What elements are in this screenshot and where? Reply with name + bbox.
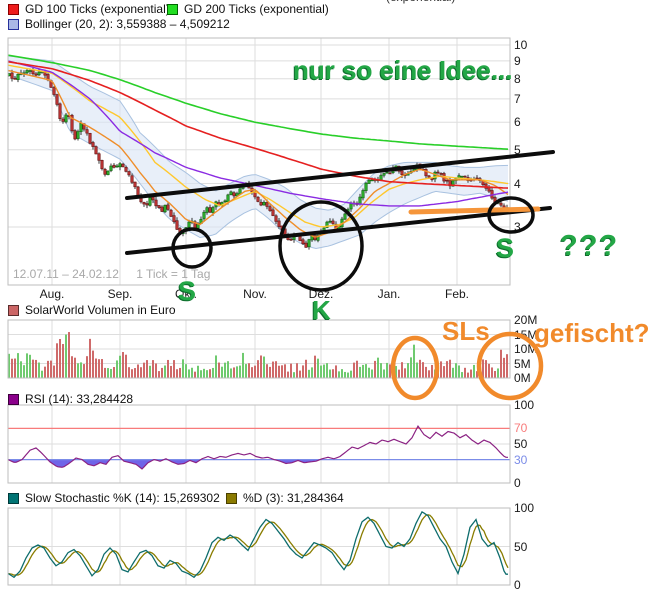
tick-note: 1 Tick = 1 Tag — [136, 267, 211, 281]
legend-gd200-label: GD 200 Ticks (exponential) — [184, 2, 329, 16]
stochastic-tick-label: 100 — [514, 501, 535, 515]
legend-volume-label: SolarWorld Volumen in Euro — [25, 303, 176, 317]
month-tick-label: Sep. — [107, 287, 133, 301]
stochastic-grid — [8, 508, 510, 585]
legend-stochastic-k: Slow Stochastic %K (14): 15,269302 — [8, 491, 220, 505]
stochastic-tick-label: 0 — [514, 578, 521, 590]
sls-note: SLs — [442, 316, 490, 346]
question-note: ??? — [560, 230, 620, 262]
rsi-border — [7, 404, 511, 484]
rsi-tick-label: 0 — [514, 476, 521, 490]
stochastic-border — [7, 507, 511, 586]
volume-swatch-icon — [8, 304, 19, 316]
volume-tick-label: 20M — [514, 313, 538, 327]
price-tick-label: 4 — [514, 176, 521, 191]
stochastic-tick-label: 50 — [514, 539, 528, 554]
clipped-legend-fragment: (exponential) — [386, 0, 455, 4]
month-tick-label: Jan. — [377, 287, 401, 301]
stochastic-k-line — [7, 510, 508, 579]
idea-note: nur so eine Idee... — [293, 55, 513, 85]
price-tick-label: 7 — [514, 91, 521, 106]
legend-bollinger-label: Bollinger (20, 2): 3,559388 – 4,509212 — [25, 17, 230, 31]
month-tick-label: Aug. — [39, 287, 65, 301]
price-tick-label: 8 — [514, 71, 521, 86]
volume-bars — [8, 332, 508, 378]
legend-rsi-label: RSI (14): 33,284428 — [25, 392, 134, 406]
gefischt-note: gefischt? — [534, 318, 650, 348]
legend-gd100: GD 100 Ticks (exponential) — [8, 2, 170, 16]
legend-bollinger: Bollinger (20, 2): 3,559388 – 4,509212 — [8, 17, 230, 31]
price-tick-label: 6 — [514, 115, 521, 130]
gd200-line — [8, 54, 509, 150]
legend-volume: SolarWorld Volumen in Euro — [8, 303, 176, 317]
legend-stochastic-k-label: Slow Stochastic %K (14): 15,269302 — [25, 491, 220, 505]
rsi-tick-label: 50 — [514, 437, 528, 451]
price-tick-label: 10 — [514, 38, 528, 52]
volume-tick-label: 0M — [514, 371, 531, 385]
rsi-tick-label: 70 — [514, 421, 528, 436]
stochastic-d-swatch-icon — [226, 492, 237, 504]
month-tick-label: Okt. — [174, 287, 197, 301]
price-tick-label: 3 — [514, 220, 521, 235]
month-tick-label: Feb. — [444, 287, 469, 301]
rsi-tick-label: 100 — [514, 398, 535, 412]
legend-gd100-label: GD 100 Ticks (exponential) — [25, 2, 170, 16]
rsi-swatch-icon — [8, 393, 19, 405]
shoulder-right-label: S — [496, 233, 515, 263]
stochastic-d-line — [7, 514, 509, 576]
volume-tick-label: 5M — [514, 356, 531, 371]
shoulder-left-label: S — [178, 276, 197, 306]
bollinger-swatch-icon — [8, 18, 19, 30]
legend-stochastic-d: %D (3): 31,284364 — [226, 491, 344, 505]
price-tick-label: 9 — [514, 53, 521, 68]
rsi-overbought-fill — [8, 426, 508, 429]
date-range: 12.07.11 – 24.02.12 — [13, 267, 119, 281]
legend-stochastic-d-label: %D (3): 31,284364 — [243, 491, 344, 505]
month-tick-label: Nov. — [243, 287, 267, 301]
rsi-line — [7, 424, 508, 470]
gd100-swatch-icon — [8, 3, 19, 15]
gd200-swatch-icon — [167, 3, 178, 15]
legend-rsi: RSI (14): 33,284428 — [8, 392, 133, 406]
rsi-grid — [8, 405, 510, 483]
price-tick-label: 5 — [514, 142, 521, 157]
bollinger-band — [8, 56, 508, 249]
legend-gd200: GD 200 Ticks (exponential) — [167, 2, 329, 16]
rsi-tick-label: 30 — [514, 452, 528, 467]
date-range-note: 12.07.11 – 24.02.12 1 Tick = 1 Tag — [13, 267, 210, 281]
rsi-oversold-fill — [8, 459, 508, 469]
stochastic-k-swatch-icon — [8, 492, 19, 504]
head-label: K — [312, 295, 331, 325]
